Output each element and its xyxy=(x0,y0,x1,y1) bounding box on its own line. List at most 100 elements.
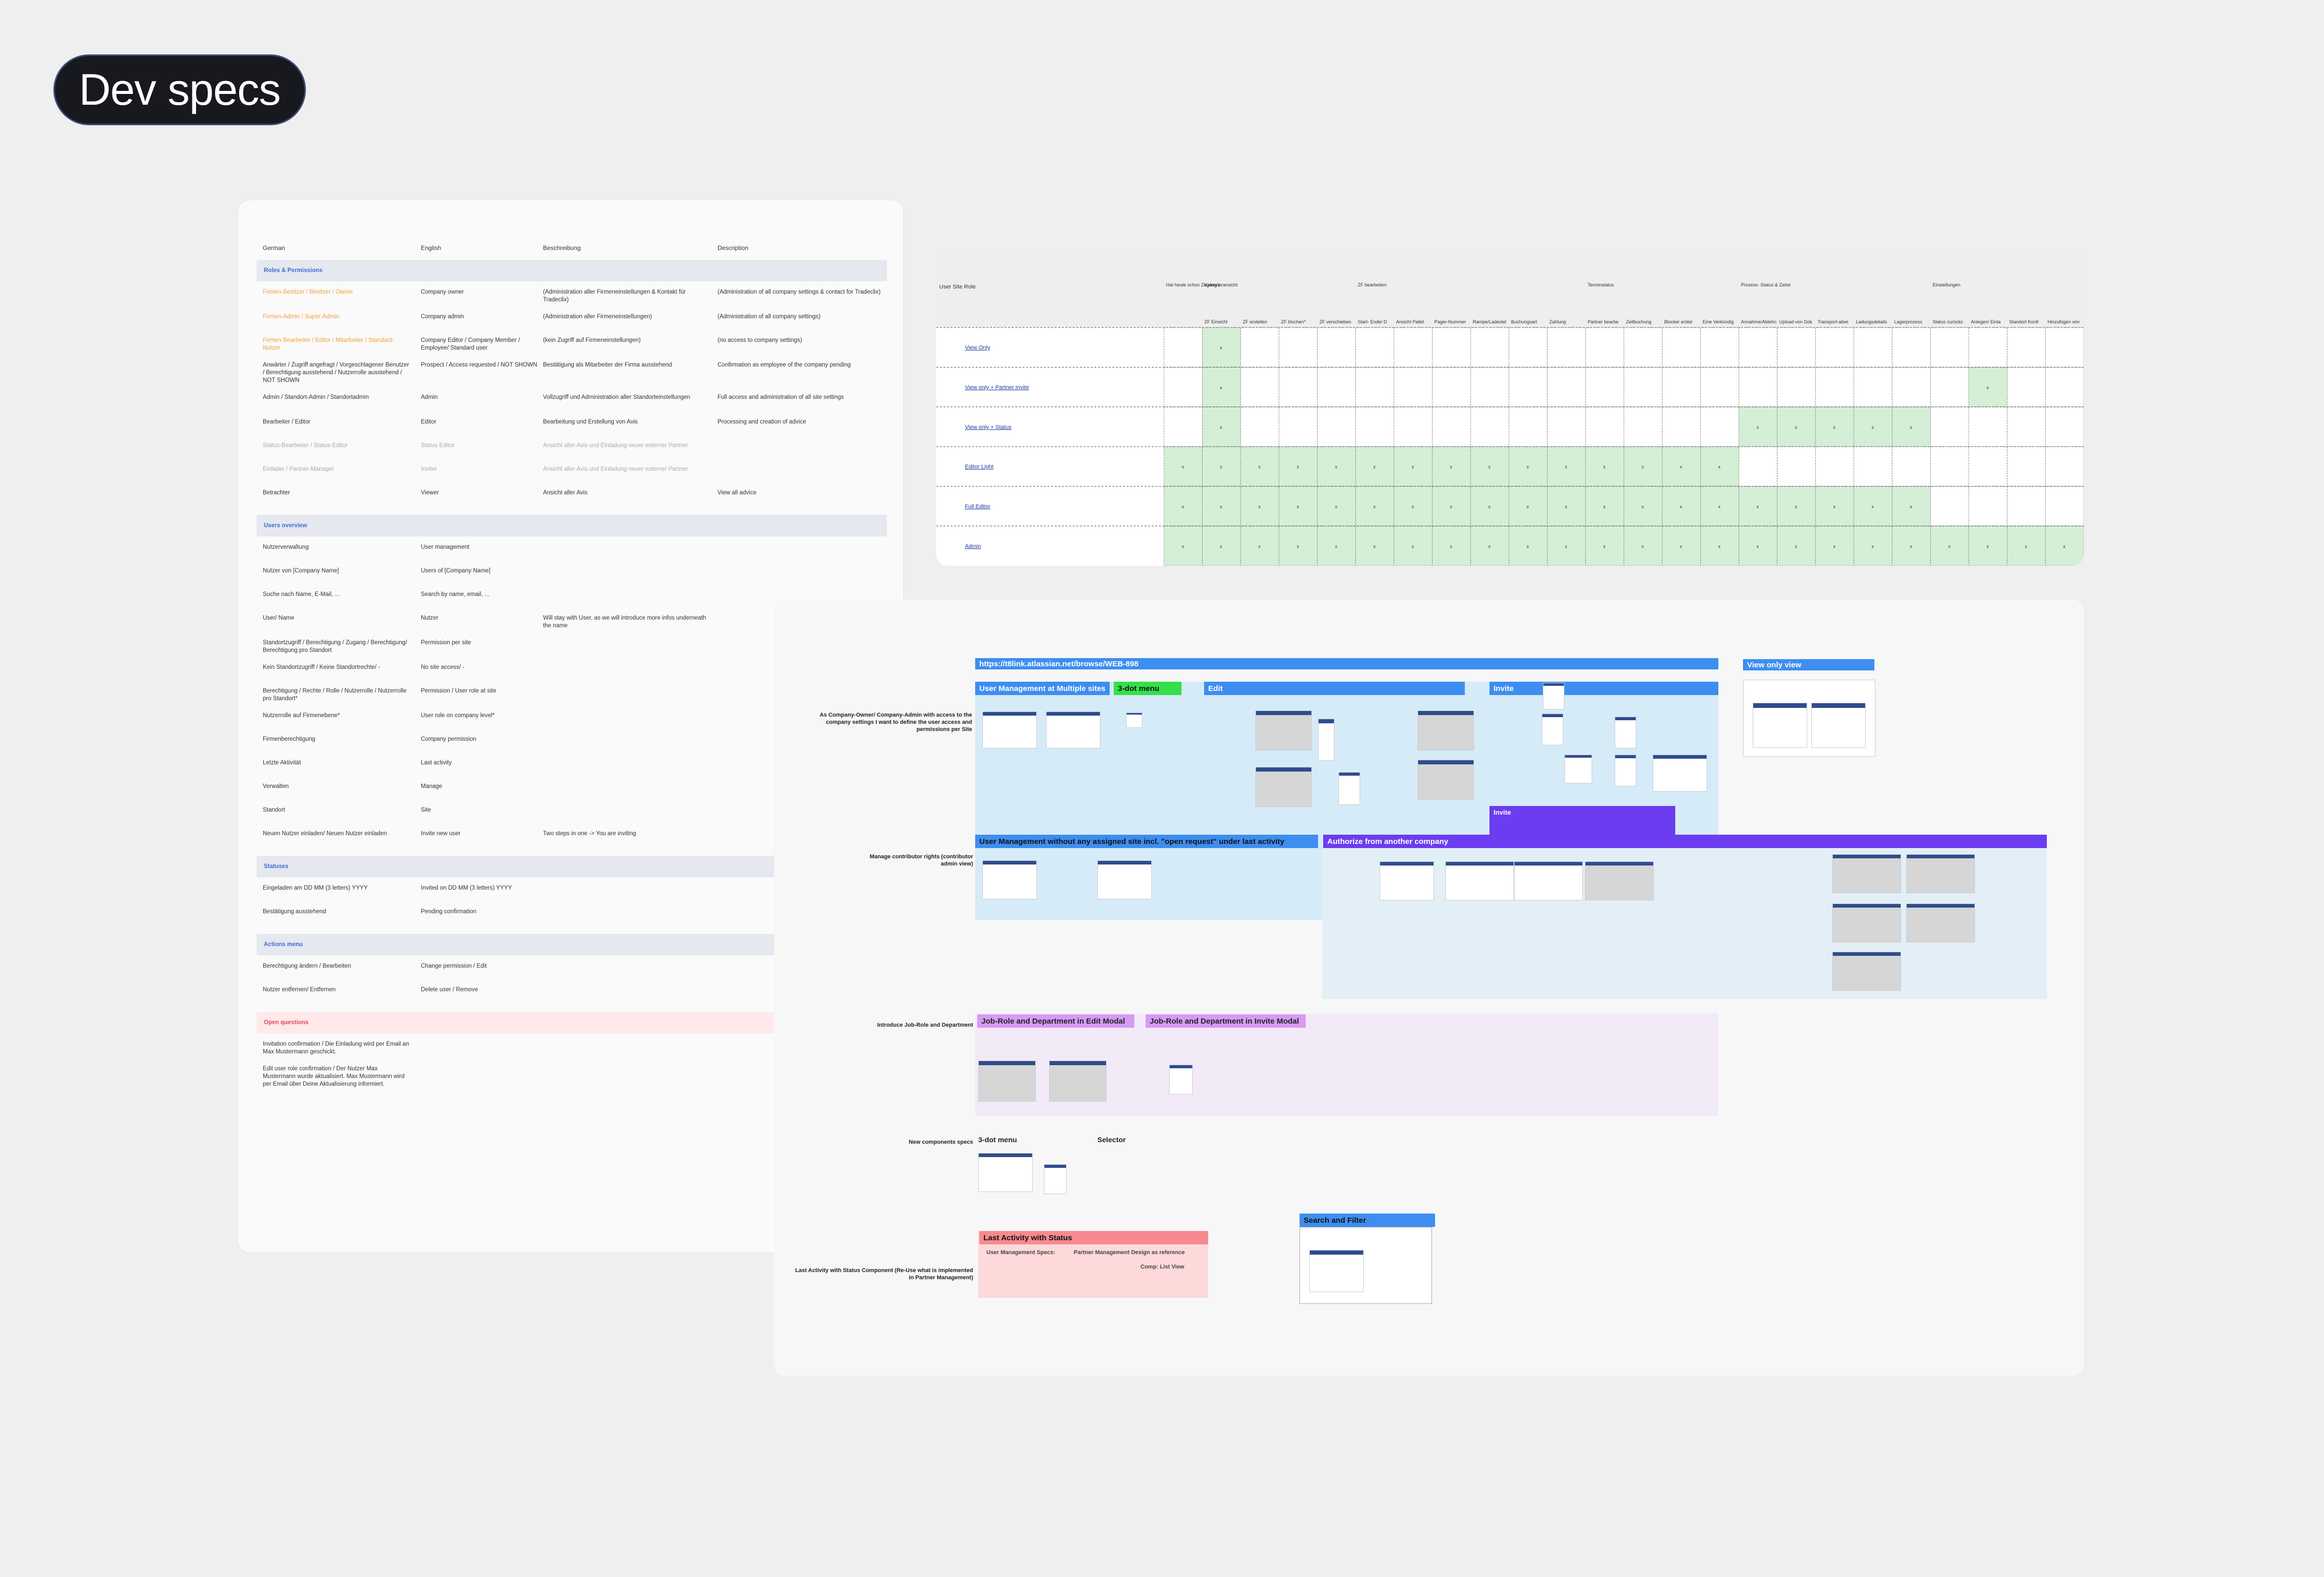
matrix-cell xyxy=(1968,446,2008,487)
matrix-cell xyxy=(1432,446,1471,487)
cell-en: Admin xyxy=(421,394,438,400)
matrix-column-label: ZF Einsicht xyxy=(1205,319,1228,324)
matrix-corner-label: User Site Role xyxy=(939,284,976,290)
matrix-cell xyxy=(1815,486,1854,527)
matrix-cell xyxy=(1662,446,1701,487)
cell-de: Firmen-Besitzer / Besitzer / Owner xyxy=(263,289,353,295)
matrix-check: x xyxy=(1220,504,1223,509)
cell-en: Company owner xyxy=(421,289,464,295)
matrix-cell xyxy=(1202,486,1241,527)
matrix-cell xyxy=(1623,367,1663,408)
cell-en: Company Editor / Company Member / Employ… xyxy=(421,337,520,351)
screen-4 xyxy=(1097,860,1152,899)
cell-en: Viewer xyxy=(421,490,439,496)
matrix-cell xyxy=(1623,446,1663,487)
matrix-check: x xyxy=(1718,465,1721,470)
invite-screen-6 xyxy=(1653,755,1707,792)
matrix-check: x xyxy=(1182,544,1184,549)
matrix-cell xyxy=(1930,526,1969,566)
matrix-cell xyxy=(1853,327,1893,368)
cell-de: Letzte Aktivität xyxy=(263,760,301,766)
screen-3 xyxy=(982,860,1037,899)
matrix-cell xyxy=(1240,446,1280,487)
matrix-cell xyxy=(1164,367,1203,408)
edit-screen-2 xyxy=(1318,719,1334,761)
dev-specs-title: Dev specs xyxy=(53,54,306,125)
cell-en: Pending confirmation xyxy=(421,909,477,915)
matrix-check: x xyxy=(1182,465,1184,470)
matrix-check: x xyxy=(1756,544,1759,549)
cell-en: Search by name, email, ... xyxy=(421,591,490,598)
matrix-cell xyxy=(1700,446,1739,487)
auth-screen-5 xyxy=(1832,854,1901,893)
matrix-cell xyxy=(1279,446,1318,487)
matrix-cell xyxy=(1777,367,1816,408)
matrix-check: x xyxy=(1220,544,1223,549)
invite-screen-2 xyxy=(1542,714,1563,745)
cell-en: Nutzer xyxy=(421,615,438,621)
bar-invite: Invite xyxy=(1489,682,1718,695)
comp-selector-label: Selector xyxy=(1097,1136,1126,1144)
matrix-check: x xyxy=(2063,544,2066,549)
cell-de: Suche nach Name, E-Mail, ... xyxy=(263,591,340,598)
cell-en: Manage xyxy=(421,783,442,790)
matrix-row-label: Editor Light xyxy=(965,464,994,470)
matrix-check: x xyxy=(1795,544,1797,549)
matrix-check: x xyxy=(1488,465,1491,470)
matrix-column-label: Pager-Nummer xyxy=(1435,319,1466,324)
matrix-cell xyxy=(1585,526,1624,566)
matrix-check: x xyxy=(1680,544,1682,549)
screen-2 xyxy=(1046,711,1100,748)
matrix-check: x xyxy=(1220,345,1223,351)
matrix-cell xyxy=(1393,526,1433,566)
cell-desc: (no access to company settings) xyxy=(718,337,802,343)
matrix-check: x xyxy=(1411,544,1414,549)
matrix-cell xyxy=(1892,446,1931,487)
matrix-cell xyxy=(1432,486,1471,527)
matrix-group-label: Einstellungen xyxy=(1932,282,1960,287)
matrix-check: x xyxy=(1450,465,1452,470)
cell-de: Einlader / Partner-Manager xyxy=(263,466,334,472)
matrix-column-label: ZF löschen* xyxy=(1281,319,1306,324)
matrix-cell xyxy=(1547,407,1586,447)
matrix-column-label: Upload von Dok xyxy=(1779,319,1813,324)
matrix-check: x xyxy=(1565,544,1567,549)
matrix-check: x xyxy=(1335,465,1338,470)
matrix-check: x xyxy=(1871,544,1874,549)
matrix-cell xyxy=(1432,407,1471,447)
cell-beschr: (kein Zugriff auf Firmeneinstellungen) xyxy=(543,337,641,343)
matrix-cell xyxy=(1738,367,1778,408)
cell-en: Permission per site xyxy=(421,640,471,646)
search-screen xyxy=(1309,1250,1364,1292)
matrix-cell xyxy=(1700,327,1739,368)
cell-en: User management xyxy=(421,544,470,550)
matrix-cell xyxy=(1815,407,1854,447)
jira-link[interactable]: https://t8link.atlassian.net/browse/WEB-… xyxy=(979,659,1139,668)
cell-de: Status-Bearbeiter / Status-Editor xyxy=(263,443,348,449)
cell-de: Standort xyxy=(263,807,285,813)
search-frame xyxy=(1300,1227,1432,1304)
matrix-check: x xyxy=(1258,504,1261,509)
bar-user-mgmt-no-site: User Management without any assigned sit… xyxy=(975,835,1318,848)
edit-screen-3 xyxy=(1418,710,1474,751)
cell-de: Berechtigung ändern / Bearbeiten xyxy=(263,963,351,969)
matrix-row-label: Full Editor xyxy=(965,504,991,510)
matrix-cell xyxy=(1547,327,1586,368)
matrix-cell xyxy=(1585,367,1624,408)
matrix-check: x xyxy=(1373,465,1376,470)
matrix-check: x xyxy=(1641,504,1644,509)
edit-screen-4 xyxy=(1255,767,1312,807)
matrix-check: x xyxy=(1756,425,1759,430)
matrix-cell xyxy=(1738,327,1778,368)
cell-de: Nutzerrolle auf Firmenebene* xyxy=(263,713,340,719)
matrix-cell xyxy=(1202,446,1241,487)
matrix-cell xyxy=(1164,327,1203,368)
matrix-cell xyxy=(1508,446,1548,487)
matrix-cell xyxy=(1355,526,1395,566)
cell-de: Invitation confirmation / Die Einladung … xyxy=(263,1041,410,1055)
matrix-check: x xyxy=(1220,385,1223,390)
matrix-cell xyxy=(1662,526,1701,566)
matrix-group-label: ZF bearbeiten xyxy=(1358,282,1386,287)
matrix-cell xyxy=(1738,486,1778,527)
matrix-column-label: Transport-abwi xyxy=(1817,319,1848,324)
